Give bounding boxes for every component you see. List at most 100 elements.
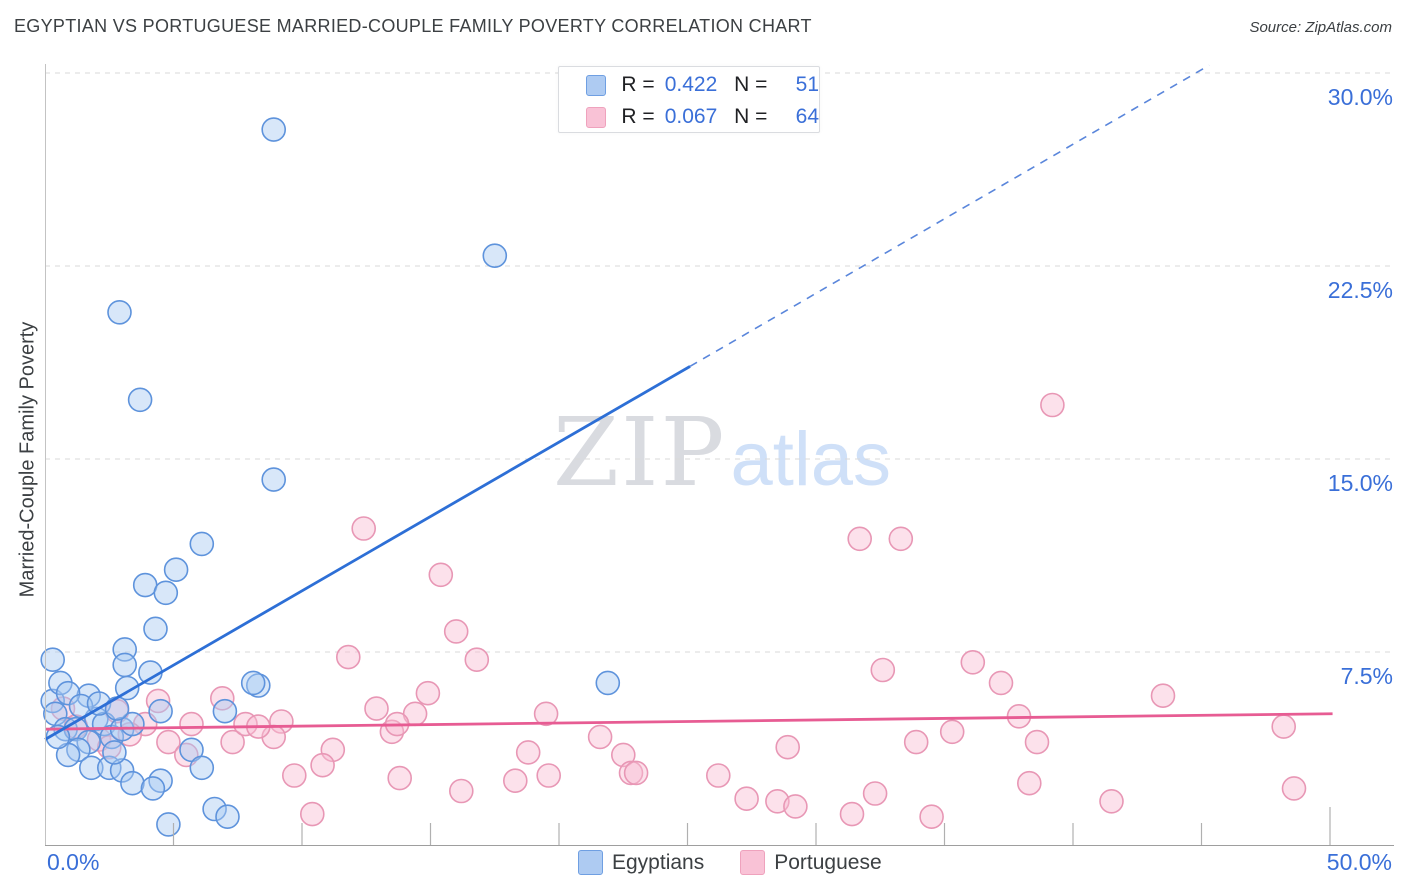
- scatter-point-portuguese[interactable]: [960, 649, 986, 675]
- scatter-point-portuguese[interactable]: [610, 742, 636, 768]
- scatter-point-egyptian[interactable]: [109, 758, 135, 783]
- scatter-point-portuguese[interactable]: [415, 680, 441, 706]
- scatter-point-portuguese[interactable]: [299, 801, 325, 827]
- scatter-point-portuguese[interactable]: [939, 719, 965, 745]
- scatter-point-egyptian[interactable]: [261, 467, 287, 492]
- scatter-point-portuguese[interactable]: [179, 711, 204, 737]
- n-value-portuguese: 64: [795, 105, 819, 128]
- scatter-point-portuguese[interactable]: [1099, 788, 1124, 814]
- scatter-point-portuguese[interactable]: [351, 516, 377, 541]
- scatter-point-egyptian[interactable]: [143, 616, 168, 642]
- scatter-point-portuguese[interactable]: [862, 781, 888, 806]
- y-tick-label-30: 30.0%: [1327, 84, 1393, 110]
- scatter-point-portuguese[interactable]: [533, 701, 559, 727]
- scatter-point-egyptian[interactable]: [212, 698, 238, 724]
- scatter-point-portuguese[interactable]: [839, 801, 865, 827]
- scatter-point-egyptian[interactable]: [153, 580, 179, 606]
- scatter-point-egyptian[interactable]: [132, 572, 158, 598]
- scatter-point-portuguese[interactable]: [1271, 714, 1296, 739]
- scatter-point-egyptian[interactable]: [240, 670, 266, 696]
- scatter-point-portuguese[interactable]: [536, 763, 562, 788]
- scatter-point-portuguese[interactable]: [335, 644, 361, 670]
- scatter-point-egyptian[interactable]: [148, 698, 173, 724]
- scatter-point-portuguese[interactable]: [281, 763, 307, 788]
- y-tick-label-7-5: 7.5%: [1340, 663, 1393, 689]
- scatter-point-portuguese[interactable]: [443, 619, 469, 644]
- scatter-point-portuguese[interactable]: [387, 765, 413, 791]
- scatter-point-egyptian[interactable]: [189, 531, 215, 557]
- scatter-point-egyptian[interactable]: [215, 804, 240, 830]
- scatter-point-egyptian[interactable]: [79, 755, 104, 781]
- scatter-point-portuguese[interactable]: [734, 786, 759, 812]
- scatter-point-portuguese[interactable]: [428, 562, 454, 588]
- portuguese-swatch-icon: [740, 850, 766, 875]
- r-value-egyptians: 0.422: [664, 73, 718, 96]
- scatter-point-egyptian[interactable]: [140, 776, 166, 801]
- scatter-point-portuguese[interactable]: [847, 526, 873, 552]
- x-tick-label-min: 0.0%: [47, 849, 100, 875]
- scatter-point-egyptian[interactable]: [107, 299, 132, 325]
- egyptians-swatch-icon: [578, 850, 603, 875]
- legend-row-egyptians: R = 0.422 N = 51: [586, 71, 819, 99]
- scatter-point-egyptian[interactable]: [261, 117, 287, 142]
- scatter-point-egyptian[interactable]: [163, 557, 189, 583]
- scatter-point-portuguese[interactable]: [1040, 392, 1065, 418]
- egyptians-swatch-icon: [586, 74, 607, 96]
- n-label: N =: [734, 73, 768, 96]
- scatter-point-portuguese[interactable]: [1281, 776, 1307, 801]
- scatter-point-egyptian[interactable]: [120, 711, 145, 737]
- scatter-point-portuguese[interactable]: [783, 794, 808, 819]
- scatter-point-egyptian[interactable]: [112, 652, 137, 678]
- r-value-portuguese: 0.067: [664, 105, 718, 128]
- scatter-point-portuguese[interactable]: [988, 670, 1014, 696]
- scatter-point-egyptian[interactable]: [55, 680, 81, 706]
- scatter-point-portuguese[interactable]: [464, 647, 490, 673]
- scatter-point-portuguese[interactable]: [587, 724, 613, 750]
- trend-line-portuguese: [44, 712, 1333, 731]
- y-tick-label-22-5: 22.5%: [1327, 277, 1393, 303]
- scatter-point-egyptian[interactable]: [120, 770, 145, 796]
- scatter-point-portuguese[interactable]: [775, 734, 801, 760]
- scatter-point-portuguese[interactable]: [310, 752, 335, 778]
- scatter-point-portuguese[interactable]: [1150, 683, 1176, 709]
- scatter-point-portuguese[interactable]: [515, 740, 541, 765]
- r-label: R =: [621, 73, 655, 96]
- scatter-point-portuguese[interactable]: [220, 729, 245, 755]
- scatter-point-egyptian[interactable]: [189, 755, 215, 781]
- scatter-point-portuguese[interactable]: [156, 729, 181, 755]
- y-tick-label-15: 15.0%: [1327, 470, 1393, 496]
- legend-label-egyptians: Egyptians: [612, 850, 705, 874]
- y-axis-label: Married-Couple Family Poverty: [16, 321, 39, 598]
- scatter-point-portuguese[interactable]: [903, 729, 929, 755]
- scatter-point-portuguese[interactable]: [1017, 770, 1042, 796]
- scatter-point-portuguese[interactable]: [502, 768, 528, 794]
- trend-line-egyptians: [44, 365, 691, 741]
- page-title: EGYPTIAN VS PORTUGUESE MARRIED-COUPLE FA…: [14, 16, 812, 36]
- scatter-point-egyptian[interactable]: [104, 696, 130, 721]
- scatter-point-portuguese[interactable]: [919, 804, 944, 830]
- scatter-point-egyptian[interactable]: [482, 243, 508, 268]
- legend-label-portuguese: Portuguese: [774, 850, 882, 874]
- scatter-point-egyptian[interactable]: [156, 812, 181, 837]
- scatter-point-portuguese[interactable]: [1024, 729, 1050, 755]
- scatter-point-egyptian[interactable]: [45, 724, 71, 750]
- scatter-point-portuguese[interactable]: [888, 526, 914, 552]
- legend-row-portuguese: R = 0.067 N = 64: [586, 103, 819, 131]
- correlation-legend-box: R = 0.422 N = 51 R = 0.067 N = 64: [558, 66, 820, 133]
- series-legend: Egyptians Portuguese: [578, 850, 882, 875]
- scatter-point-egyptian[interactable]: [202, 796, 227, 822]
- r-label: R =: [621, 105, 655, 128]
- scatter-point-egyptian[interactable]: [127, 387, 153, 413]
- source-attribution: Source: ZipAtlas.com: [1249, 19, 1392, 36]
- scatter-point-portuguese[interactable]: [448, 778, 474, 804]
- scatter-point-portuguese[interactable]: [870, 657, 896, 683]
- trend-line-egyptians-extrapolated: [689, 64, 1210, 368]
- scatter-point-portuguese[interactable]: [364, 696, 389, 721]
- scatter-point-portuguese[interactable]: [145, 688, 171, 714]
- scatter-point-egyptian[interactable]: [595, 670, 621, 696]
- scatter-point-egyptian[interactable]: [102, 740, 127, 765]
- n-label: N =: [734, 105, 768, 128]
- scatter-point-portuguese[interactable]: [623, 760, 649, 786]
- scatter-point-egyptian[interactable]: [40, 647, 66, 673]
- scatter-point-portuguese[interactable]: [705, 763, 731, 788]
